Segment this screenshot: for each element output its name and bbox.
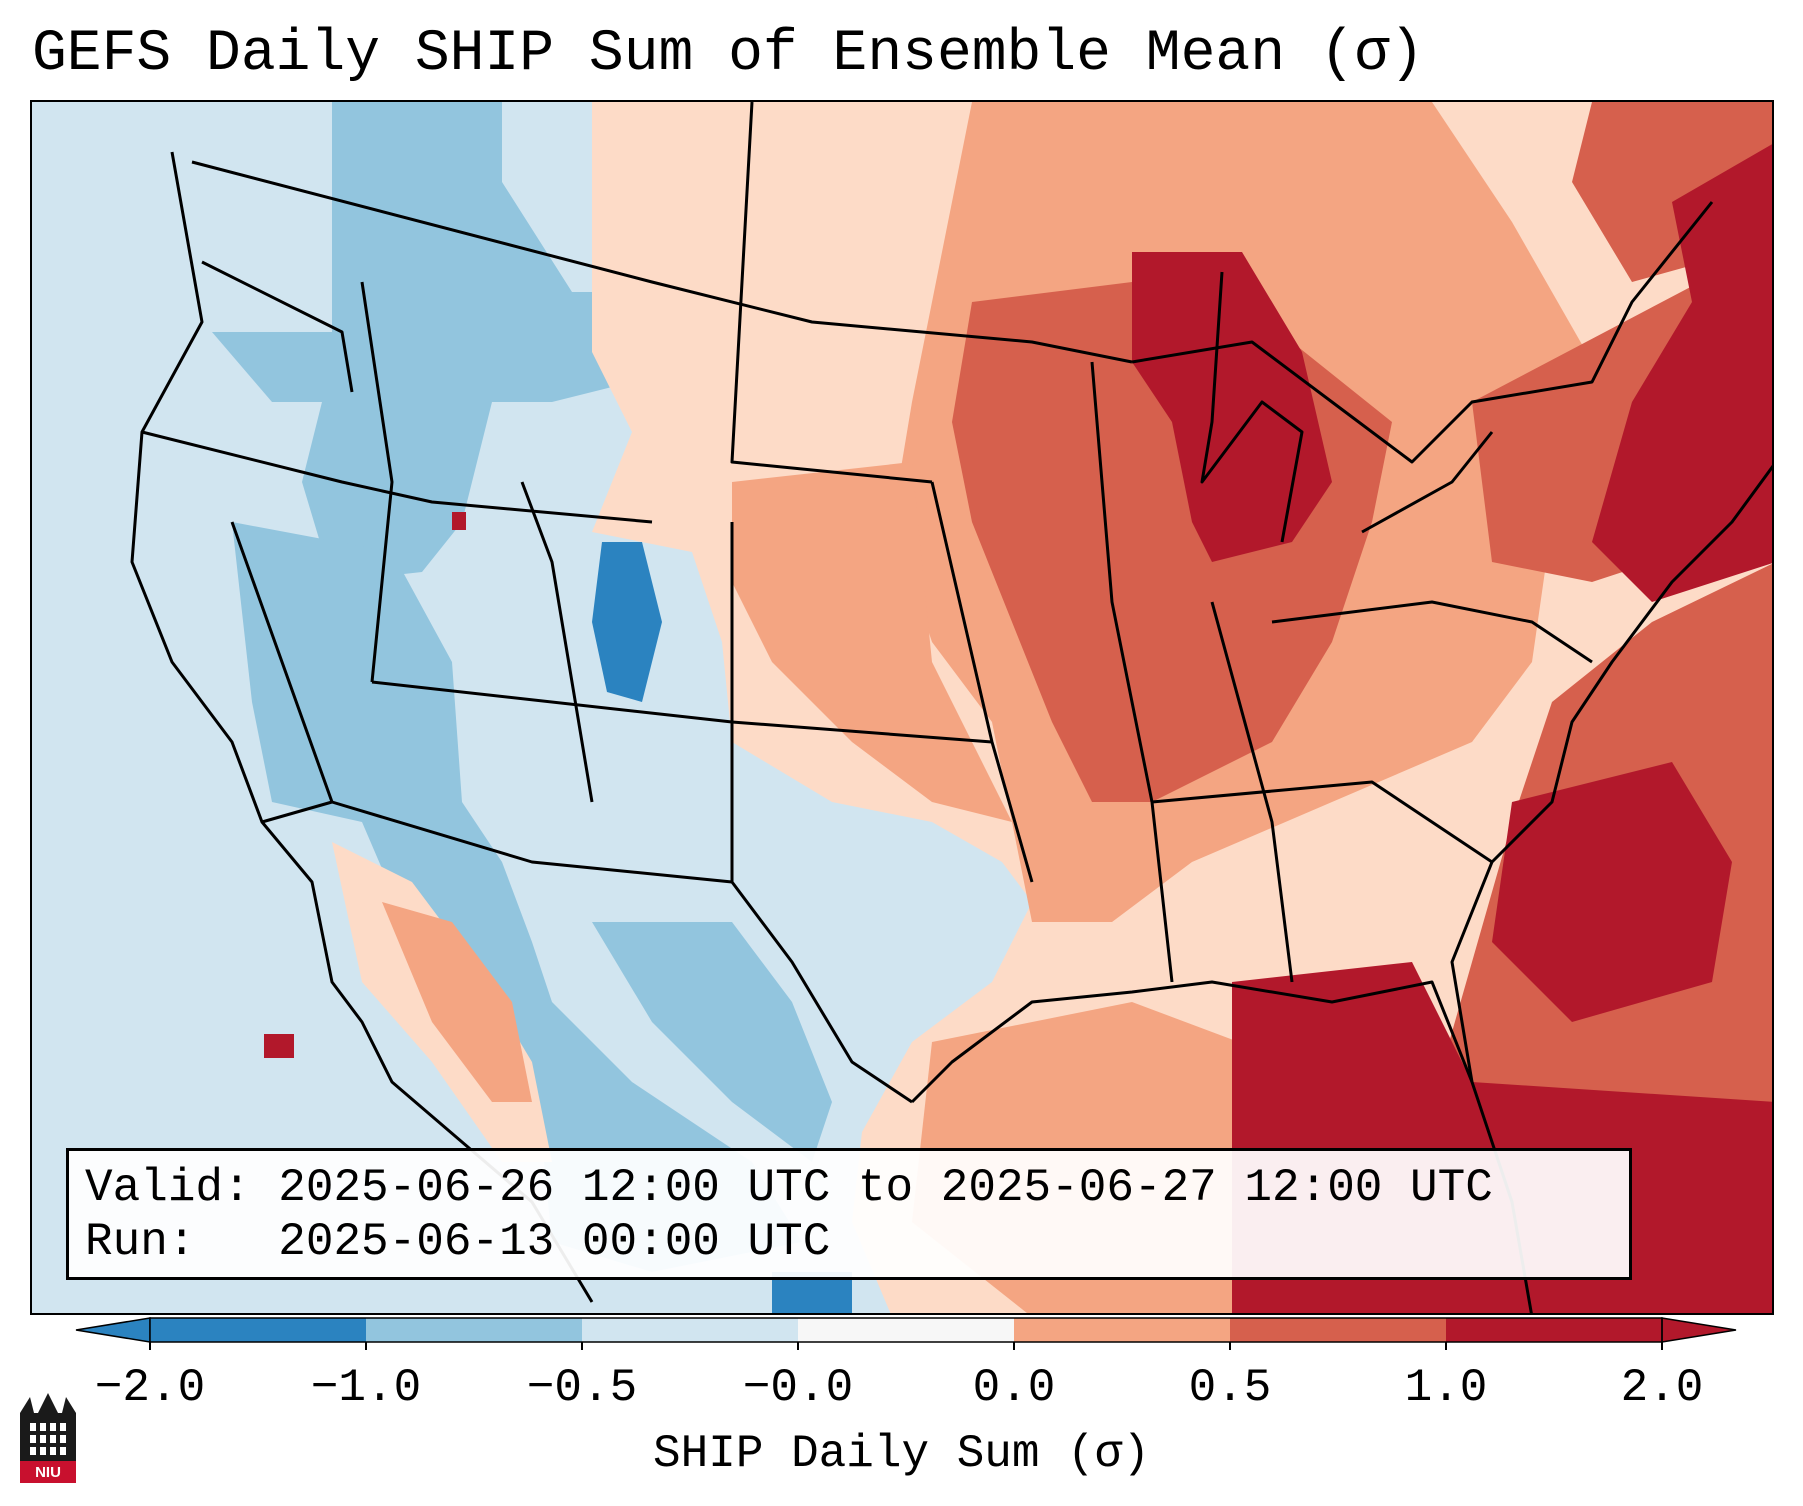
run-time-line: Run: 2025-06-13 00:00 UTC <box>85 1216 831 1268</box>
west-coast-line <box>130 151 594 1303</box>
utah-deepred-cell <box>452 512 466 530</box>
shaded-map <box>32 102 1772 1313</box>
colorbar-segment <box>1230 1318 1447 1342</box>
colorbar <box>75 1317 1737 1350</box>
colorbar-extend-high <box>1661 1317 1737 1343</box>
mexico-border <box>331 800 733 884</box>
niu-logo-text: NIU <box>35 1464 61 1481</box>
colorbar-segment <box>1014 1318 1231 1342</box>
colorbar-tick-label: −0.0 <box>742 1362 854 1414</box>
gulf-coast-line <box>910 980 1533 1313</box>
coastlines-and-borders <box>130 102 1772 1313</box>
great-lakes-border <box>1131 201 1714 464</box>
region-atlantic-deepred <box>1492 762 1732 1022</box>
region-mexico-dark-blue <box>772 1272 852 1313</box>
niu-tower-icon <box>20 1393 76 1483</box>
niu-logo: NIU <box>20 1393 76 1483</box>
colorbar-tick-label: 0.0 <box>972 1362 1056 1414</box>
colorbar-label: SHIP Daily Sum (σ) <box>653 1428 1150 1480</box>
mississippi-line <box>1090 361 1174 983</box>
colorbar-segment <box>1446 1318 1663 1342</box>
region-idaho-blue <box>302 102 632 582</box>
region-kansas-red <box>732 462 1012 822</box>
colorbar-segment-neutral <box>798 1318 1014 1342</box>
colorbar-tick-label: 2.0 <box>1620 1362 1704 1414</box>
michigan-outline <box>1200 271 1304 543</box>
baja-deepred-cell <box>264 1034 294 1058</box>
map-title: GEFS Daily SHIP Sum of Ensemble Mean (σ) <box>32 22 1425 87</box>
colorbar-outline <box>149 1317 1663 1343</box>
rio-grande <box>730 881 913 1104</box>
colorbar-segment <box>150 1318 367 1342</box>
colorbar-tick-label: −2.0 <box>94 1362 206 1414</box>
utah-colorado-line <box>520 481 594 803</box>
colorbar-segment <box>366 1318 583 1342</box>
east-coast-line <box>1450 464 1772 1083</box>
region-colorado-dark-blue <box>592 542 662 702</box>
valid-time-line: Valid: 2025-06-26 12:00 UTC to 2025-06-2… <box>85 1162 1493 1214</box>
colorbar-tick-label: −1.0 <box>310 1362 422 1414</box>
ohio-valley-line <box>1271 600 1593 664</box>
northern-border-line <box>191 160 1133 364</box>
region-southwest-blue <box>232 522 802 1272</box>
region-newengland-deepred <box>1592 144 1772 602</box>
region-oregon-blue <box>212 332 332 402</box>
colorbar-extend-low <box>75 1317 151 1343</box>
idaho-nevada-line <box>360 281 394 683</box>
region-texas-blue <box>592 922 832 1162</box>
missouri-line <box>930 481 1034 883</box>
map-panel <box>30 100 1774 1315</box>
alabama-line <box>1210 601 1294 983</box>
colorbar-tick-label: −0.5 <box>526 1362 638 1414</box>
washington-oregon-border <box>201 260 354 393</box>
dakotas-line <box>730 102 933 484</box>
colorbar-tick-label: 1.0 <box>1404 1362 1488 1414</box>
region-michigan-deepred <box>1132 252 1332 562</box>
oregon-california-border <box>141 430 653 524</box>
lake-erie-outline <box>1361 431 1494 534</box>
tennessee-line <box>1151 780 1493 864</box>
colorbar-tick-label: 0.5 <box>1188 1362 1272 1414</box>
colorbar-segment <box>582 1318 799 1342</box>
validity-info-box: Valid: 2025-06-26 12:00 UTC to 2025-06-2… <box>66 1148 1632 1280</box>
region-sonora-red <box>382 902 532 1102</box>
